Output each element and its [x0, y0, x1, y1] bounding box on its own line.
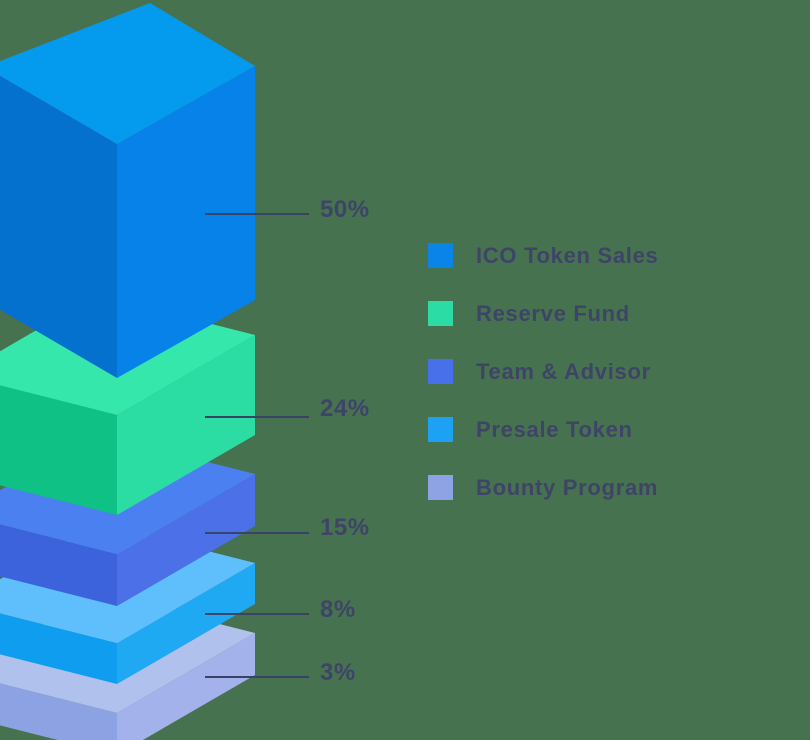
percent-label-bounty-program: 3% [320, 659, 356, 686]
leader-line-presale-token [205, 613, 309, 615]
block-reserve-fund-left-face [0, 385, 117, 515]
legend-item-bounty-program: Bounty Program [428, 475, 658, 500]
leader-line-bounty-program [205, 676, 309, 678]
block-bounty-program-left-face [0, 683, 117, 740]
percent-label-ico-token-sales: 50% [320, 196, 370, 223]
legend-label-bounty-program: Bounty Program [476, 474, 659, 500]
leader-line-reserve-fund [205, 416, 309, 418]
block-presale-token-right-face [117, 563, 255, 684]
block-ico-token-sales-top-face [0, 3, 255, 144]
block-ico-token-sales-left-face [0, 75, 117, 378]
legend: ICO Token Sales Reserve Fund Team & Advi… [428, 243, 658, 533]
percent-label-reserve-fund: 24% [320, 395, 370, 422]
leader-line-team-advisor [205, 532, 309, 534]
legend-swatch-team-advisor [428, 359, 453, 384]
legend-label-team-advisor: Team & Advisor [476, 358, 651, 384]
legend-label-reserve-fund: Reserve Fund [476, 300, 630, 326]
legend-item-reserve-fund: Reserve Fund [428, 301, 658, 326]
block-team-advisor-left-face [0, 524, 117, 606]
legend-swatch-bounty-program [428, 475, 453, 500]
legend-item-ico-token-sales: ICO Token Sales [428, 243, 658, 268]
leader-line-ico-token-sales [205, 213, 309, 215]
legend-label-presale-token: Presale Token [476, 416, 633, 442]
legend-swatch-reserve-fund [428, 301, 453, 326]
legend-swatch-ico-token-sales [428, 243, 453, 268]
block-ico-token-sales-right-face [117, 66, 255, 378]
legend-swatch-presale-token [428, 417, 453, 442]
block-team-advisor-right-face [117, 474, 255, 606]
block-presale-token-left-face [0, 613, 117, 684]
block-reserve-fund-right-face [117, 335, 255, 515]
legend-label-ico-token-sales: ICO Token Sales [476, 242, 659, 268]
legend-item-team-advisor: Team & Advisor [428, 359, 658, 384]
percent-label-team-advisor: 15% [320, 514, 370, 541]
legend-item-presale-token: Presale Token [428, 417, 658, 442]
percent-label-presale-token: 8% [320, 596, 356, 623]
block-bounty-program-right-face [117, 633, 255, 740]
